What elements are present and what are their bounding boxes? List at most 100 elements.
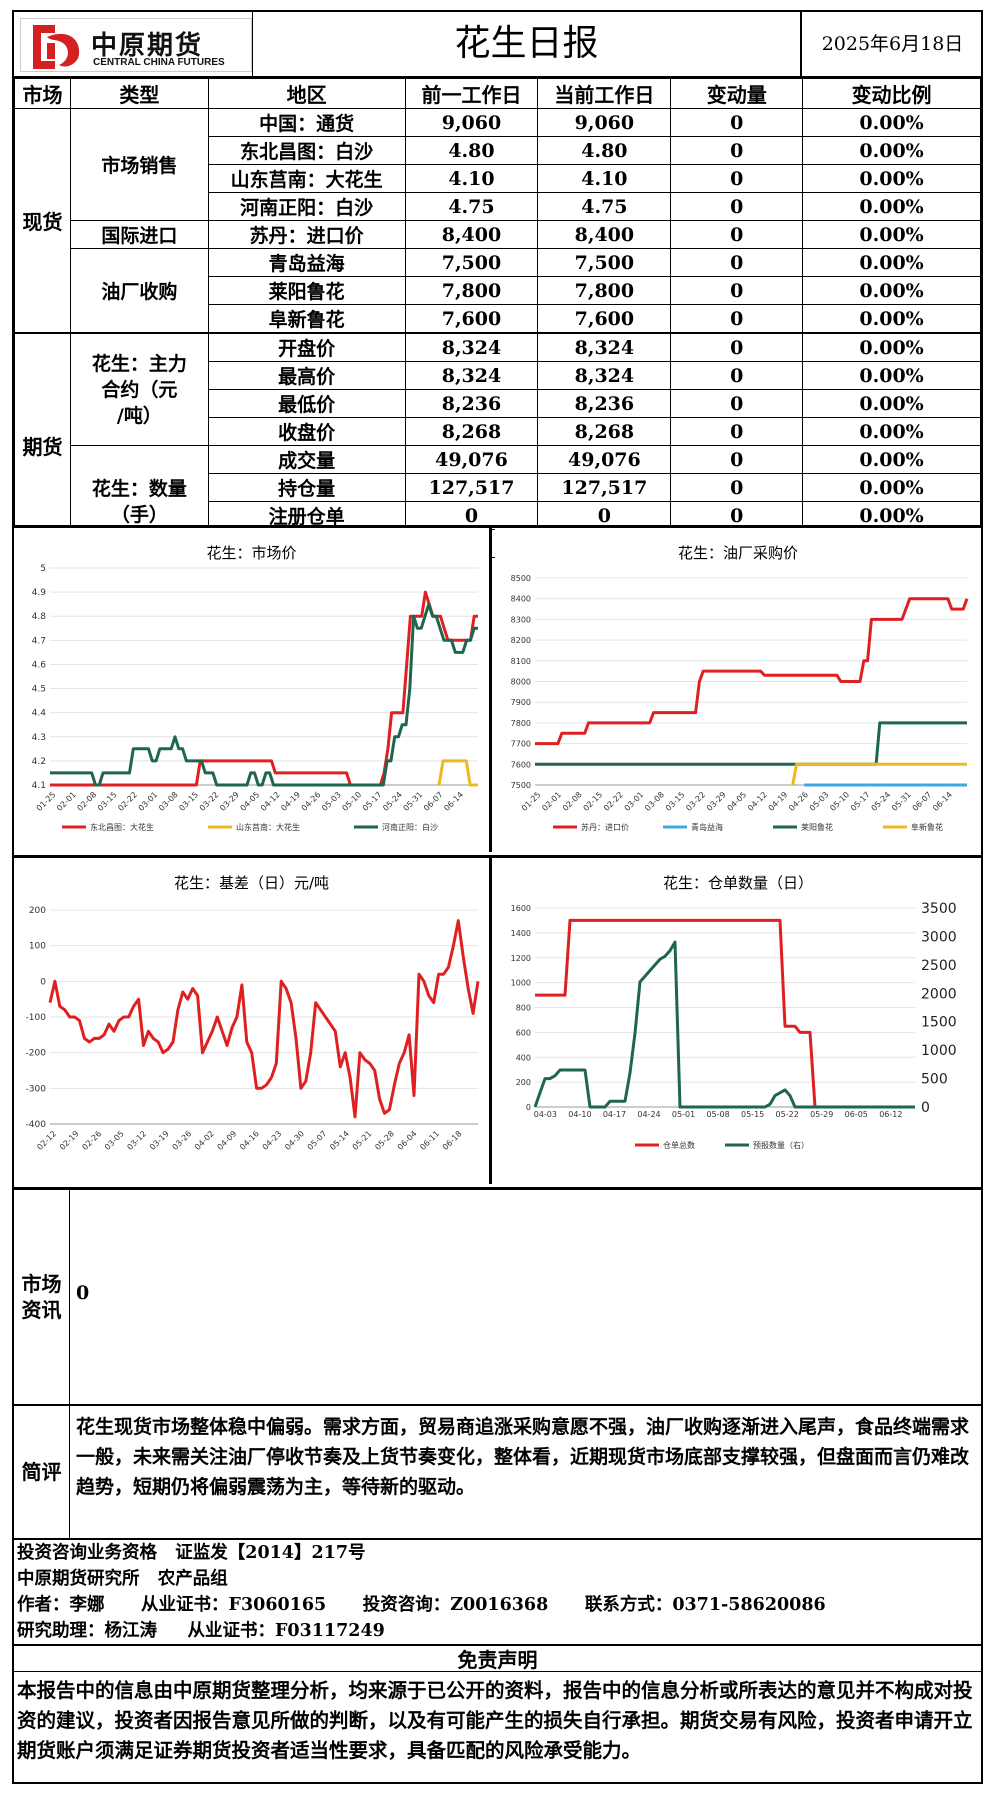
pct-cell: 0.00% bbox=[802, 332, 981, 362]
prev-cell: 9,060 bbox=[404, 108, 539, 137]
y-tick-label: 4.5 bbox=[32, 685, 46, 695]
y-tick-label: 800 bbox=[516, 1004, 531, 1013]
y-tick-label: 7900 bbox=[511, 698, 531, 707]
region-cell: 最高价 bbox=[207, 361, 406, 390]
col-header-curr: 当前工作日 bbox=[537, 78, 672, 109]
y-right-tick-label: 1000 bbox=[921, 1043, 957, 1059]
type-line: 合约（元 bbox=[101, 378, 178, 401]
market-news-label-line1: 市场 bbox=[21, 1272, 62, 1296]
chg-cell: 0 bbox=[670, 192, 804, 221]
type-cell: 市场销售 bbox=[69, 108, 209, 221]
y-tick-label: 4.6 bbox=[32, 660, 47, 670]
prev-cell: 8,324 bbox=[404, 332, 539, 362]
chg-cell: 0 bbox=[670, 445, 804, 474]
type-cell: 花生：主力 合约（元/吨） bbox=[69, 332, 209, 446]
y-right-tick-label: 500 bbox=[921, 1072, 948, 1088]
region-cell: 河南正阳：白沙 bbox=[207, 192, 406, 221]
x-tick-label: 04-26 bbox=[787, 790, 810, 813]
x-tick-label: 03-19 bbox=[148, 1129, 171, 1152]
prev-cell: 127,517 bbox=[404, 473, 539, 502]
region-cell: 持仓量 bbox=[207, 473, 406, 502]
col-header-change: 变动量 bbox=[670, 78, 804, 109]
series-line bbox=[48, 919, 480, 1119]
pct-cell: 0.00% bbox=[802, 192, 981, 221]
series-line bbox=[535, 721, 967, 766]
table-row: 期货 花生：主力 合约（元/吨） 开盘价 8,324 8,324 0 0.00% bbox=[14, 332, 981, 558]
pct-cell: 0.00% bbox=[802, 108, 981, 137]
col-header-market: 市场 bbox=[14, 78, 71, 109]
comment-text: 花生现货市场整体稳中偏弱。需求方面，贸易商追涨采购意愿不强，油厂收购逐渐进入尾声… bbox=[76, 1416, 970, 1498]
x-tick-label: 04-30 bbox=[283, 1129, 306, 1152]
curr-cell: 127,517 bbox=[537, 473, 672, 502]
pct-cell: 0.00% bbox=[802, 304, 981, 334]
qualification-line: 投资咨询业务资格 证监发【2014】217号 bbox=[17, 1543, 366, 1563]
report-page: 中原期货 CENTRAL CHINA FUTURES 花生日报 2025年6月1… bbox=[12, 10, 983, 1784]
x-tick-label: 04-23 bbox=[261, 1129, 284, 1152]
report-header: 中原期货 CENTRAL CHINA FUTURES 花生日报 2025年6月1… bbox=[14, 12, 981, 78]
logo-english-name: CENTRAL CHINA FUTURES bbox=[93, 57, 225, 68]
series-line bbox=[535, 918, 817, 1108]
x-tick-label: 02-12 bbox=[35, 1129, 58, 1152]
x-tick-label: 06-05 bbox=[845, 1110, 868, 1119]
x-tick-label: 04-02 bbox=[193, 1129, 216, 1152]
y-right-tick-label: 3500 bbox=[921, 901, 957, 917]
table-row: 东北昌图：白沙 4.80 4.80 0 0.00% bbox=[15, 136, 981, 165]
prev-cell: 4.10 bbox=[404, 164, 539, 193]
curr-cell: 8,400 bbox=[537, 220, 672, 249]
prev-cell: 7,800 bbox=[404, 276, 539, 305]
col-header-region: 地区 bbox=[207, 78, 406, 109]
x-tick-label: 03-29 bbox=[705, 790, 728, 813]
y-tick-label: 7500 bbox=[511, 781, 531, 790]
company-logo: 中原期货 CENTRAL CHINA FUTURES bbox=[20, 18, 252, 72]
x-tick-label: 05-17 bbox=[361, 790, 384, 813]
x-tick-label: 02-22 bbox=[602, 790, 625, 813]
chg-cell: 0 bbox=[670, 361, 804, 390]
table-header-row: 市场 类型 地区 前一工作日 当前工作日 变动量 变动比例 bbox=[14, 78, 981, 109]
x-tick-label: 04-09 bbox=[216, 1129, 239, 1152]
x-tick-label: 02-26 bbox=[80, 1129, 103, 1152]
x-tick-label: 05-24 bbox=[381, 790, 404, 813]
curr-cell: 7,800 bbox=[537, 276, 672, 305]
y-tick-label: 8200 bbox=[511, 636, 531, 645]
author-line: 作者：李娜 从业证书：F3060165 投资咨询：Z0016368 联系方式：0… bbox=[17, 1595, 826, 1615]
x-tick-label: 06-12 bbox=[879, 1110, 902, 1119]
logo-chinese-name: 中原期货 bbox=[91, 31, 204, 61]
x-tick-label: 04-05 bbox=[239, 790, 262, 813]
y-tick-label: -100 bbox=[26, 1013, 47, 1023]
col-header-type: 类型 bbox=[69, 78, 209, 109]
curr-cell: 8,324 bbox=[537, 361, 672, 390]
y-tick-label: -200 bbox=[26, 1049, 47, 1059]
region-cell: 最低价 bbox=[207, 389, 406, 418]
market-cell: 现货 bbox=[14, 108, 71, 334]
legend-entry: 预报数量（右） bbox=[753, 1140, 809, 1150]
pct-cell: 0.00% bbox=[802, 389, 981, 418]
x-tick-label: 05-31 bbox=[402, 790, 425, 813]
table-row: 国际进口 苏丹：进口价 8,400 8,400 0 0.00% bbox=[15, 220, 981, 249]
y-tick-label: 5 bbox=[40, 564, 46, 574]
type-line: （手） bbox=[110, 503, 168, 526]
x-tick-label: 04-17 bbox=[603, 1110, 626, 1119]
curr-cell: 4.75 bbox=[537, 192, 672, 221]
y-tick-label: 7800 bbox=[511, 719, 531, 728]
x-tick-label: 04-19 bbox=[279, 790, 302, 813]
y-tick-label: 1000 bbox=[511, 979, 531, 988]
y-tick-label: 8400 bbox=[511, 595, 531, 604]
report-date: 2025年6月18日 bbox=[821, 33, 964, 55]
chart-market-price-svg: 4.14.24.34.44.54.64.74.84.9501-2502-0102… bbox=[32, 564, 478, 832]
pct-cell: 0.00% bbox=[802, 164, 981, 193]
region-cell: 青岛益海 bbox=[207, 248, 406, 277]
market-news-label: 市场 资讯 bbox=[14, 1190, 70, 1404]
chart-title: 花生：基差（日）元/吨 bbox=[173, 874, 330, 892]
x-tick-label: 06-07 bbox=[911, 790, 934, 813]
x-tick-label: 03-15 bbox=[177, 790, 200, 813]
chg-cell: 0 bbox=[670, 276, 804, 305]
pct-cell: 0.00% bbox=[802, 220, 981, 249]
x-tick-label: 04-05 bbox=[725, 790, 748, 813]
type-cell: 油厂收购 bbox=[69, 248, 209, 334]
x-tick-label: 03-01 bbox=[623, 790, 646, 813]
price-table: 市场 类型 地区 前一工作日 当前工作日 变动量 变动比例 现货 市场销售 中国：通… bbox=[14, 78, 981, 558]
x-tick-label: 03-08 bbox=[643, 790, 666, 813]
prev-cell: 8,400 bbox=[404, 220, 539, 249]
logo-mark-icon bbox=[33, 25, 80, 69]
